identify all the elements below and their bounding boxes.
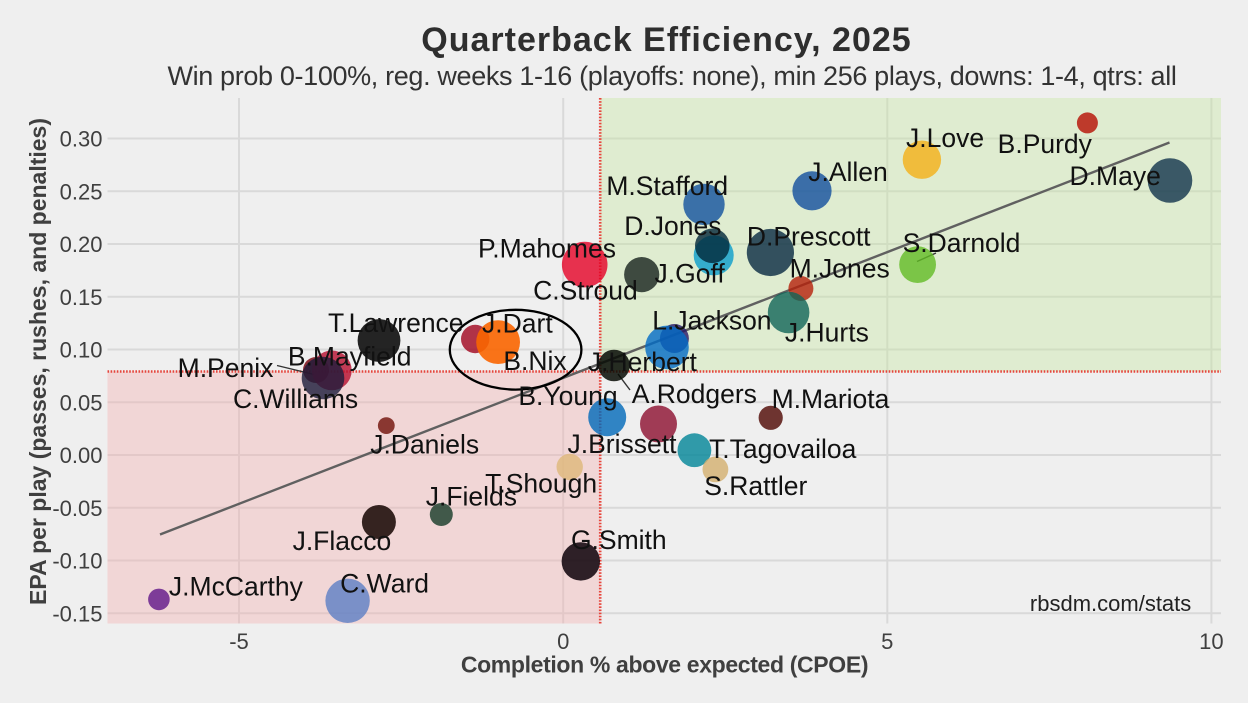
- svg-text:-0.15: -0.15: [52, 601, 102, 626]
- svg-text:0.00: 0.00: [60, 443, 103, 468]
- svg-text:L.Jackson: L.Jackson: [652, 306, 771, 336]
- svg-text:0.25: 0.25: [60, 179, 103, 204]
- svg-text:D.Maye: D.Maye: [1070, 161, 1161, 191]
- svg-text:M.Mariota: M.Mariota: [772, 384, 890, 414]
- svg-text:Quarterback Efficiency, 2025: Quarterback Efficiency, 2025: [421, 21, 911, 59]
- svg-text:J.McCarthy: J.McCarthy: [169, 572, 304, 602]
- svg-text:5: 5: [881, 629, 893, 654]
- svg-text:Completion % above expected (C: Completion % above expected (CPOE): [461, 652, 868, 678]
- svg-text:J.Brissett: J.Brissett: [568, 429, 678, 459]
- svg-text:S.Rattler: S.Rattler: [704, 471, 807, 501]
- svg-text:C.Ward: C.Ward: [340, 569, 429, 599]
- svg-text:0.30: 0.30: [60, 127, 103, 152]
- svg-text:B.Nix: B.Nix: [503, 346, 566, 376]
- svg-text:0.10: 0.10: [60, 338, 103, 363]
- svg-text:S.Darnold: S.Darnold: [903, 228, 1021, 258]
- svg-text:T.Lawrence: T.Lawrence: [328, 308, 464, 338]
- svg-text:-0.05: -0.05: [52, 496, 102, 521]
- svg-text:0: 0: [557, 629, 569, 654]
- svg-text:M.Stafford: M.Stafford: [606, 171, 728, 201]
- svg-text:B.Purdy: B.Purdy: [998, 129, 1093, 159]
- svg-text:J.Fields: J.Fields: [426, 482, 517, 512]
- svg-text:D.Jones: D.Jones: [624, 211, 721, 241]
- svg-text:P.Mahomes: P.Mahomes: [478, 234, 616, 264]
- svg-text:0.20: 0.20: [60, 232, 103, 257]
- svg-text:D.Prescott: D.Prescott: [747, 222, 871, 252]
- svg-text:J.Allen: J.Allen: [808, 157, 888, 187]
- svg-text:J.Dart: J.Dart: [482, 308, 553, 338]
- svg-text:0.15: 0.15: [60, 285, 103, 310]
- svg-text:10: 10: [1199, 629, 1223, 654]
- svg-text:EPA per play (passes, rushes,: EPA per play (passes, rushes, and penalt…: [25, 118, 51, 605]
- svg-text:G.Smith: G.Smith: [571, 525, 667, 555]
- svg-text:J.Hurts: J.Hurts: [785, 318, 869, 348]
- svg-text:M.Jones: M.Jones: [790, 253, 890, 283]
- svg-text:Win prob 0-100%, reg. weeks 1-: Win prob 0-100%, reg. weeks 1-16 (playof…: [167, 61, 1176, 91]
- svg-text:T.Shough: T.Shough: [485, 468, 597, 498]
- svg-text:B.Mayfield: B.Mayfield: [288, 341, 412, 371]
- svg-text:-5: -5: [229, 629, 249, 654]
- svg-text:C.Stroud: C.Stroud: [533, 276, 638, 306]
- svg-text:J.Goff: J.Goff: [654, 259, 725, 289]
- svg-text:C.Williams: C.Williams: [233, 384, 358, 414]
- svg-text:rbsdm.com/stats: rbsdm.com/stats: [1030, 591, 1191, 616]
- svg-text:0.05: 0.05: [60, 390, 103, 415]
- svg-text:M.Penix: M.Penix: [178, 353, 274, 383]
- svg-text:J.Herbert: J.Herbert: [588, 347, 698, 377]
- svg-text:J.Love: J.Love: [906, 123, 984, 153]
- svg-text:T.Tagovailoa: T.Tagovailoa: [709, 434, 857, 464]
- svg-text:B.Young: B.Young: [518, 381, 617, 411]
- svg-text:J.Daniels: J.Daniels: [370, 429, 479, 459]
- svg-text:J.Flacco: J.Flacco: [293, 526, 392, 556]
- svg-text:A.Rodgers: A.Rodgers: [632, 379, 757, 409]
- svg-text:-0.10: -0.10: [52, 549, 102, 574]
